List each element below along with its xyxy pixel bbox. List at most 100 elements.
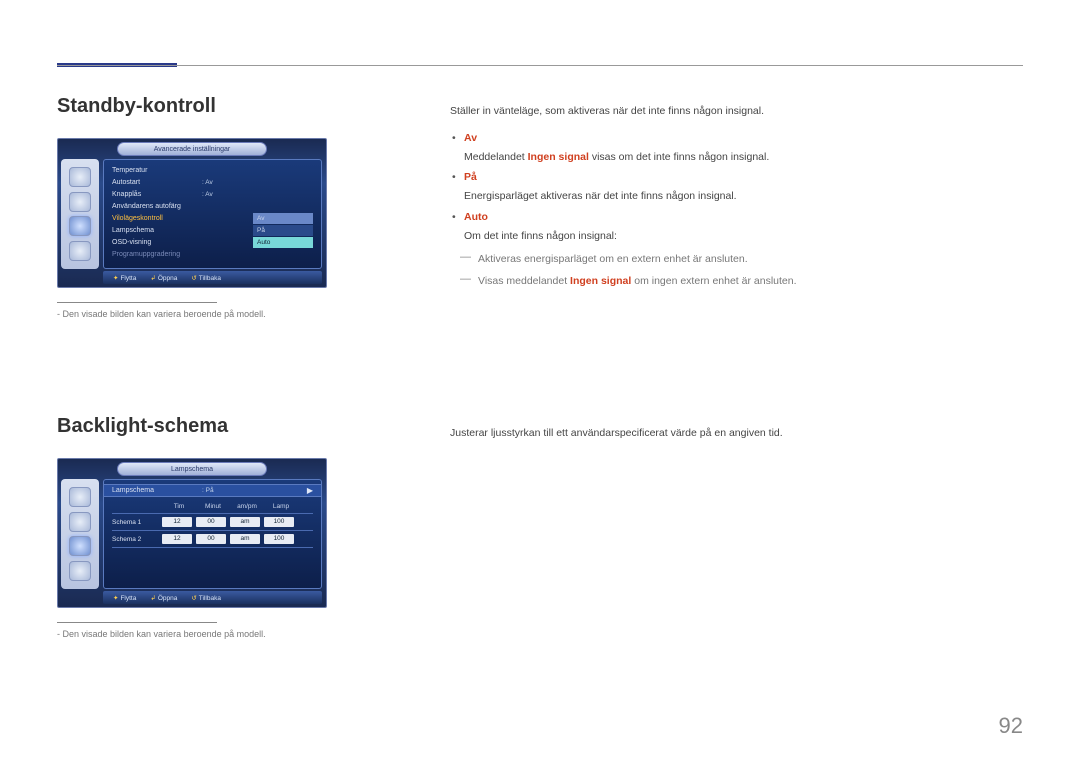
footnote1: Den visade bilden kan variera beroende p… [57, 309, 407, 319]
s1-item1-desc: Energisparläget aktiveras när det inte f… [464, 188, 1010, 205]
s1-item-auto: Auto Om det inte finns någon insignal: A… [464, 209, 1010, 290]
back-icon: ↺ [191, 595, 196, 602]
r1c1: 00 [196, 534, 226, 544]
osd1-foot-back: Tillbaka [199, 275, 221, 282]
s1-item0-name: Av [464, 132, 477, 144]
s1-sub1-post: om ingen extern enhet är ansluten. [631, 275, 796, 287]
r0c3: 100 [264, 517, 294, 527]
osd2-main-row: Lampschema : På ▶ [104, 484, 321, 497]
s1-sub1: Visas meddelandet Ingen signal om ingen … [478, 273, 1010, 290]
osd2-div3 [112, 547, 313, 548]
r0c1: 00 [196, 517, 226, 527]
osd1-row1-label: Autostart [112, 179, 202, 186]
osd1-row0-label: Temperatur [112, 167, 202, 174]
r1c2: am [230, 534, 260, 544]
s1-item2-name: Auto [464, 211, 488, 223]
osd2-icon-2 [69, 512, 91, 532]
osd2-main-val: : På [202, 487, 214, 494]
s1-sub1-bold: Ingen signal [570, 275, 631, 287]
osd1-sidebar [61, 159, 99, 269]
r1c3: 100 [264, 534, 294, 544]
s1-i0-post: visas om det inte finns någon insignal. [589, 151, 769, 163]
osd1-body: Temperatur Autostart: Av Knapplås: Av An… [103, 159, 322, 269]
osd2-row1: Schema 2 12 00 am 100 [112, 534, 313, 544]
osd1-tail0: Lampschema [112, 227, 202, 234]
osd2-footer: ✦Flytta ↲Öppna ↺Tillbaka [103, 591, 322, 604]
osd1-title: Avancerade inställningar [117, 142, 267, 156]
osd2-div2 [112, 530, 313, 531]
osd2-sidebar [61, 479, 99, 589]
osd2-title: Lampschema [117, 462, 267, 476]
r0c0: 12 [162, 517, 192, 527]
osd-icon-1 [69, 167, 91, 187]
page-number: 92 [999, 713, 1023, 739]
col-min: Minut [196, 503, 230, 510]
section1-right: Ställer in vänteläge, som aktiveras när … [450, 103, 1010, 296]
osd-icon-2 [69, 192, 91, 212]
col-lamp: Lamp [264, 503, 298, 510]
osd1-selected-label: Vilolägeskontroll [112, 215, 202, 222]
s1-intro: Ställer in vänteläge, som aktiveras när … [450, 103, 1010, 120]
footnote2-rule [57, 622, 217, 623]
s1-item-av: Av Meddelandet Ingen signal visas om det… [464, 130, 1010, 166]
osd2-icon-1 [69, 487, 91, 507]
s1-item1-name: På [464, 171, 477, 183]
osd1-tail2: Programuppgradering [112, 251, 202, 258]
s1-subdash: Aktiveras energisparläget om en extern e… [464, 251, 1010, 291]
footnote2: Den visade bilden kan variera beroende p… [57, 629, 407, 639]
s1-item2-desc: Om det inte finns någon insignal: [464, 228, 1010, 245]
open-icon: ↲ [150, 275, 155, 282]
osd1-row2-label: Knapplås [112, 191, 202, 198]
s2-intro: Justerar ljusstyrkan till ett användarsp… [450, 425, 1010, 442]
osd1-opt2: Auto [253, 237, 313, 248]
section2-right: Justerar ljusstyrkan till ett användarsp… [450, 425, 1010, 452]
osd2-row1-label: Schema 2 [112, 536, 162, 543]
col-ampm: am/pm [230, 503, 264, 510]
osd2-row0-label: Schema 1 [112, 519, 162, 526]
chevron-right-icon: ▶ [307, 486, 313, 495]
osd-icon-3 [69, 216, 91, 236]
section2-heading: Backlight-schema [57, 415, 407, 438]
osd2-foot-back: Tillbaka [199, 595, 221, 602]
osd2-main-label: Lampschema [112, 487, 202, 494]
s1-i0-pre: Meddelandet [464, 151, 528, 163]
section1-heading: Standby-kontroll [57, 95, 407, 118]
osd-standby: Avancerade inställningar Temperatur Auto… [57, 138, 327, 288]
s1-item-pa: På Energisparläget aktiveras när det int… [464, 169, 1010, 205]
osd2-div1 [112, 513, 313, 514]
osd1-row3-label: Användarens autofärg [112, 203, 202, 210]
osd1-opt0: Av [253, 213, 313, 224]
r0c2: am [230, 517, 260, 527]
osd1-foot-move: Flytta [120, 275, 136, 282]
section1-left: Standby-kontroll Avancerade inställninga… [57, 95, 407, 319]
footnote1-rule [57, 302, 217, 303]
osd2-cols: Tim Minut am/pm Lamp [112, 503, 313, 510]
s1-sub1-pre: Visas meddelandet [478, 275, 570, 287]
back-icon: ↺ [191, 275, 196, 282]
osd2-body: Lampschema : På ▶ Tim Minut am/pm Lamp S… [103, 479, 322, 589]
osd2-icon-4 [69, 561, 91, 581]
header-rule [57, 65, 1023, 66]
osd1-foot-open: Öppna [158, 275, 178, 282]
osd1-row2-val: : Av [202, 191, 213, 198]
osd1-tail1: OSD-visning [112, 239, 202, 246]
osd2-foot-move: Flytta [120, 595, 136, 602]
s1-sub0: Aktiveras energisparläget om en extern e… [478, 251, 1010, 268]
r1c0: 12 [162, 534, 192, 544]
s1-i0-bold: Ingen signal [528, 151, 589, 163]
osd2-row0: Schema 1 12 00 am 100 [112, 517, 313, 527]
s1-bullets: Av Meddelandet Ingen signal visas om det… [450, 130, 1010, 290]
s1-item0-desc: Meddelandet Ingen signal visas om det in… [464, 149, 1010, 166]
osd1-row1-val: : Av [202, 179, 213, 186]
osd-icon-4 [69, 241, 91, 261]
section2-left: Backlight-schema Lampschema Lampschema :… [57, 415, 407, 639]
osd-backlight: Lampschema Lampschema : På ▶ Tim Minut a… [57, 458, 327, 608]
move-icon: ✦ [113, 595, 118, 602]
open-icon: ↲ [150, 595, 155, 602]
col-tim: Tim [162, 503, 196, 510]
osd1-opt1: På [253, 225, 313, 236]
osd2-icon-3 [69, 536, 91, 556]
osd1-footer: ✦Flytta ↲Öppna ↺Tillbaka [103, 271, 322, 284]
move-icon: ✦ [113, 275, 118, 282]
osd2-foot-open: Öppna [158, 595, 178, 602]
